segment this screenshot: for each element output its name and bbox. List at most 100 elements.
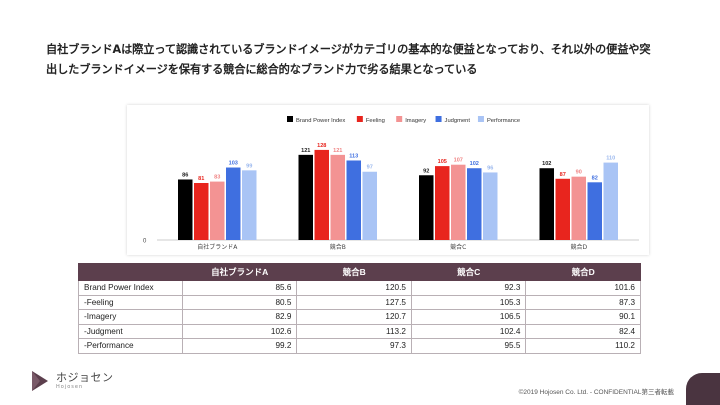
table-cell: 80.5 [181, 294, 298, 310]
headline: 自社ブランドAは際立って認識されているブランドイメージがカテゴリの基本的な便益と… [46, 40, 686, 80]
table-cell: 127.5 [296, 294, 412, 310]
table-header-cell: 競合C [410, 263, 527, 281]
bar-data-label: 121 [301, 148, 310, 154]
bar [226, 167, 241, 240]
table-row: Brand Power Index 85.6 120.5 92.3 101.6 [78, 280, 641, 296]
bar-data-label: 90 [576, 170, 582, 176]
legend-swatch [435, 116, 442, 122]
bar [242, 170, 257, 240]
y-tick-label: 0 [143, 239, 147, 245]
legend-label: Judgment [445, 118, 471, 124]
table-cell: 82.4 [525, 323, 641, 339]
bar [362, 171, 377, 240]
data-table: 自社ブランドA 競合B 競合C 競合D Brand Power Index 85… [78, 263, 641, 354]
table-cell: 95.5 [410, 338, 527, 354]
corner-tab [686, 373, 720, 405]
table-header-cell [78, 263, 183, 281]
bar-data-label: 103 [229, 161, 238, 167]
bar-data-label: 102 [542, 161, 551, 167]
bar-chart: Brand Power Index Feeling Imagery Judgment P… [127, 105, 649, 255]
bar-data-label: 105 [438, 159, 447, 165]
table-row: -Imagery 82.9 120.7 106.5 90.1 [78, 309, 641, 325]
bar [451, 164, 466, 240]
bar [587, 182, 602, 240]
company-logo: ホジョセン Hojosen [30, 370, 114, 392]
table-row: -Performance 99.2 97.3 95.5 110.2 [78, 338, 641, 354]
table-cell: 99.2 [181, 338, 298, 354]
bar-data-label: 96 [487, 165, 493, 171]
legend-label: Imagery [405, 118, 426, 124]
row-label: -Feeling [78, 294, 183, 310]
legend-label: Feeling [366, 118, 385, 124]
table-row: -Feeling 80.5 127.5 105.3 87.3 [78, 294, 641, 310]
x-tick-label: 競合D [570, 243, 587, 251]
bar [539, 168, 554, 240]
table-cell: 120.5 [296, 280, 412, 296]
logo-sub-text: Hojosen [56, 384, 84, 390]
bar [178, 179, 193, 240]
table-cell: 82.9 [181, 309, 298, 325]
bar [314, 149, 329, 240]
row-label: -Imagery [78, 309, 183, 325]
bar-data-label: 86 [182, 172, 188, 178]
bar-data-label: 121 [333, 148, 342, 154]
footer-copyright: ©2019 Hojosen Co. Ltd. - CONFIDENTIAL第三者… [518, 389, 674, 396]
table-cell: 85.6 [181, 280, 298, 296]
bar-chart-svg: Brand Power Index Feeling Imagery Judgment P… [143, 116, 639, 251]
legend-swatch [477, 116, 484, 122]
x-tick-label: 自社ブランドA [197, 243, 238, 251]
table-cell: 102.6 [181, 323, 298, 339]
bar [210, 181, 225, 240]
bar-data-label: 87 [560, 172, 566, 178]
bar-data-label: 92 [423, 168, 429, 174]
bar-data-label: 102 [470, 161, 479, 167]
bar-data-label: 110 [606, 156, 615, 162]
bar [194, 183, 209, 240]
bar-data-label: 128 [317, 143, 326, 149]
table-cell: 102.4 [410, 323, 527, 339]
table-header-cell: 自社ブランドA [181, 263, 298, 281]
logo-mark-icon [32, 371, 48, 391]
x-tick-label: 競合C [450, 243, 466, 251]
table-cell: 92.3 [410, 280, 527, 296]
table-header-row: 自社ブランドA 競合B 競合C 競合D [78, 263, 641, 281]
bar [346, 160, 361, 240]
bar [603, 162, 618, 240]
table-cell: 101.6 [525, 280, 641, 296]
table-cell: 105.3 [410, 294, 527, 310]
legend-swatch [396, 116, 403, 122]
bar [483, 172, 498, 240]
table-cell: 113.2 [296, 323, 412, 339]
legend-label: Brand Power Index [296, 118, 345, 124]
table-cell: 90.1 [525, 309, 641, 325]
legend-label: Performance [487, 118, 520, 124]
table-header-cell: 競合D [525, 263, 641, 281]
bar [435, 166, 450, 240]
bar-data-label: 97 [367, 165, 373, 171]
row-label: -Performance [78, 338, 183, 354]
table-cell: 87.3 [525, 294, 641, 310]
bar [571, 176, 586, 240]
headline-line-1: 自社ブランドAは際立って認識されているブランドイメージがカテゴリの基本的な便益と… [46, 43, 651, 56]
table-cell: 110.2 [525, 338, 641, 354]
x-tick-label: 競合B [330, 243, 346, 251]
bar-data-label: 82 [592, 175, 598, 181]
bar [419, 175, 434, 240]
bar-data-label: 81 [198, 176, 204, 182]
headline-line-2: 出したブランドイメージを保有する競合に総合的なブランド力で劣る結果となっている [46, 63, 478, 76]
legend-swatch [287, 116, 293, 122]
table-row: -Judgment 102.6 113.2 102.4 82.4 [78, 323, 641, 339]
row-label: Brand Power Index [78, 280, 183, 296]
bar-data-label: 83 [214, 175, 220, 181]
bar-data-label: 107 [454, 158, 463, 164]
legend-swatch [356, 116, 363, 122]
bar [555, 178, 570, 240]
row-label: -Judgment [78, 323, 183, 339]
bar [330, 154, 345, 240]
table-cell: 97.3 [296, 338, 412, 354]
bar-data-label: 99 [246, 163, 252, 169]
bar [298, 154, 313, 240]
table-header-cell: 競合B [296, 263, 412, 281]
table-cell: 106.5 [410, 309, 527, 325]
bar [467, 168, 482, 240]
